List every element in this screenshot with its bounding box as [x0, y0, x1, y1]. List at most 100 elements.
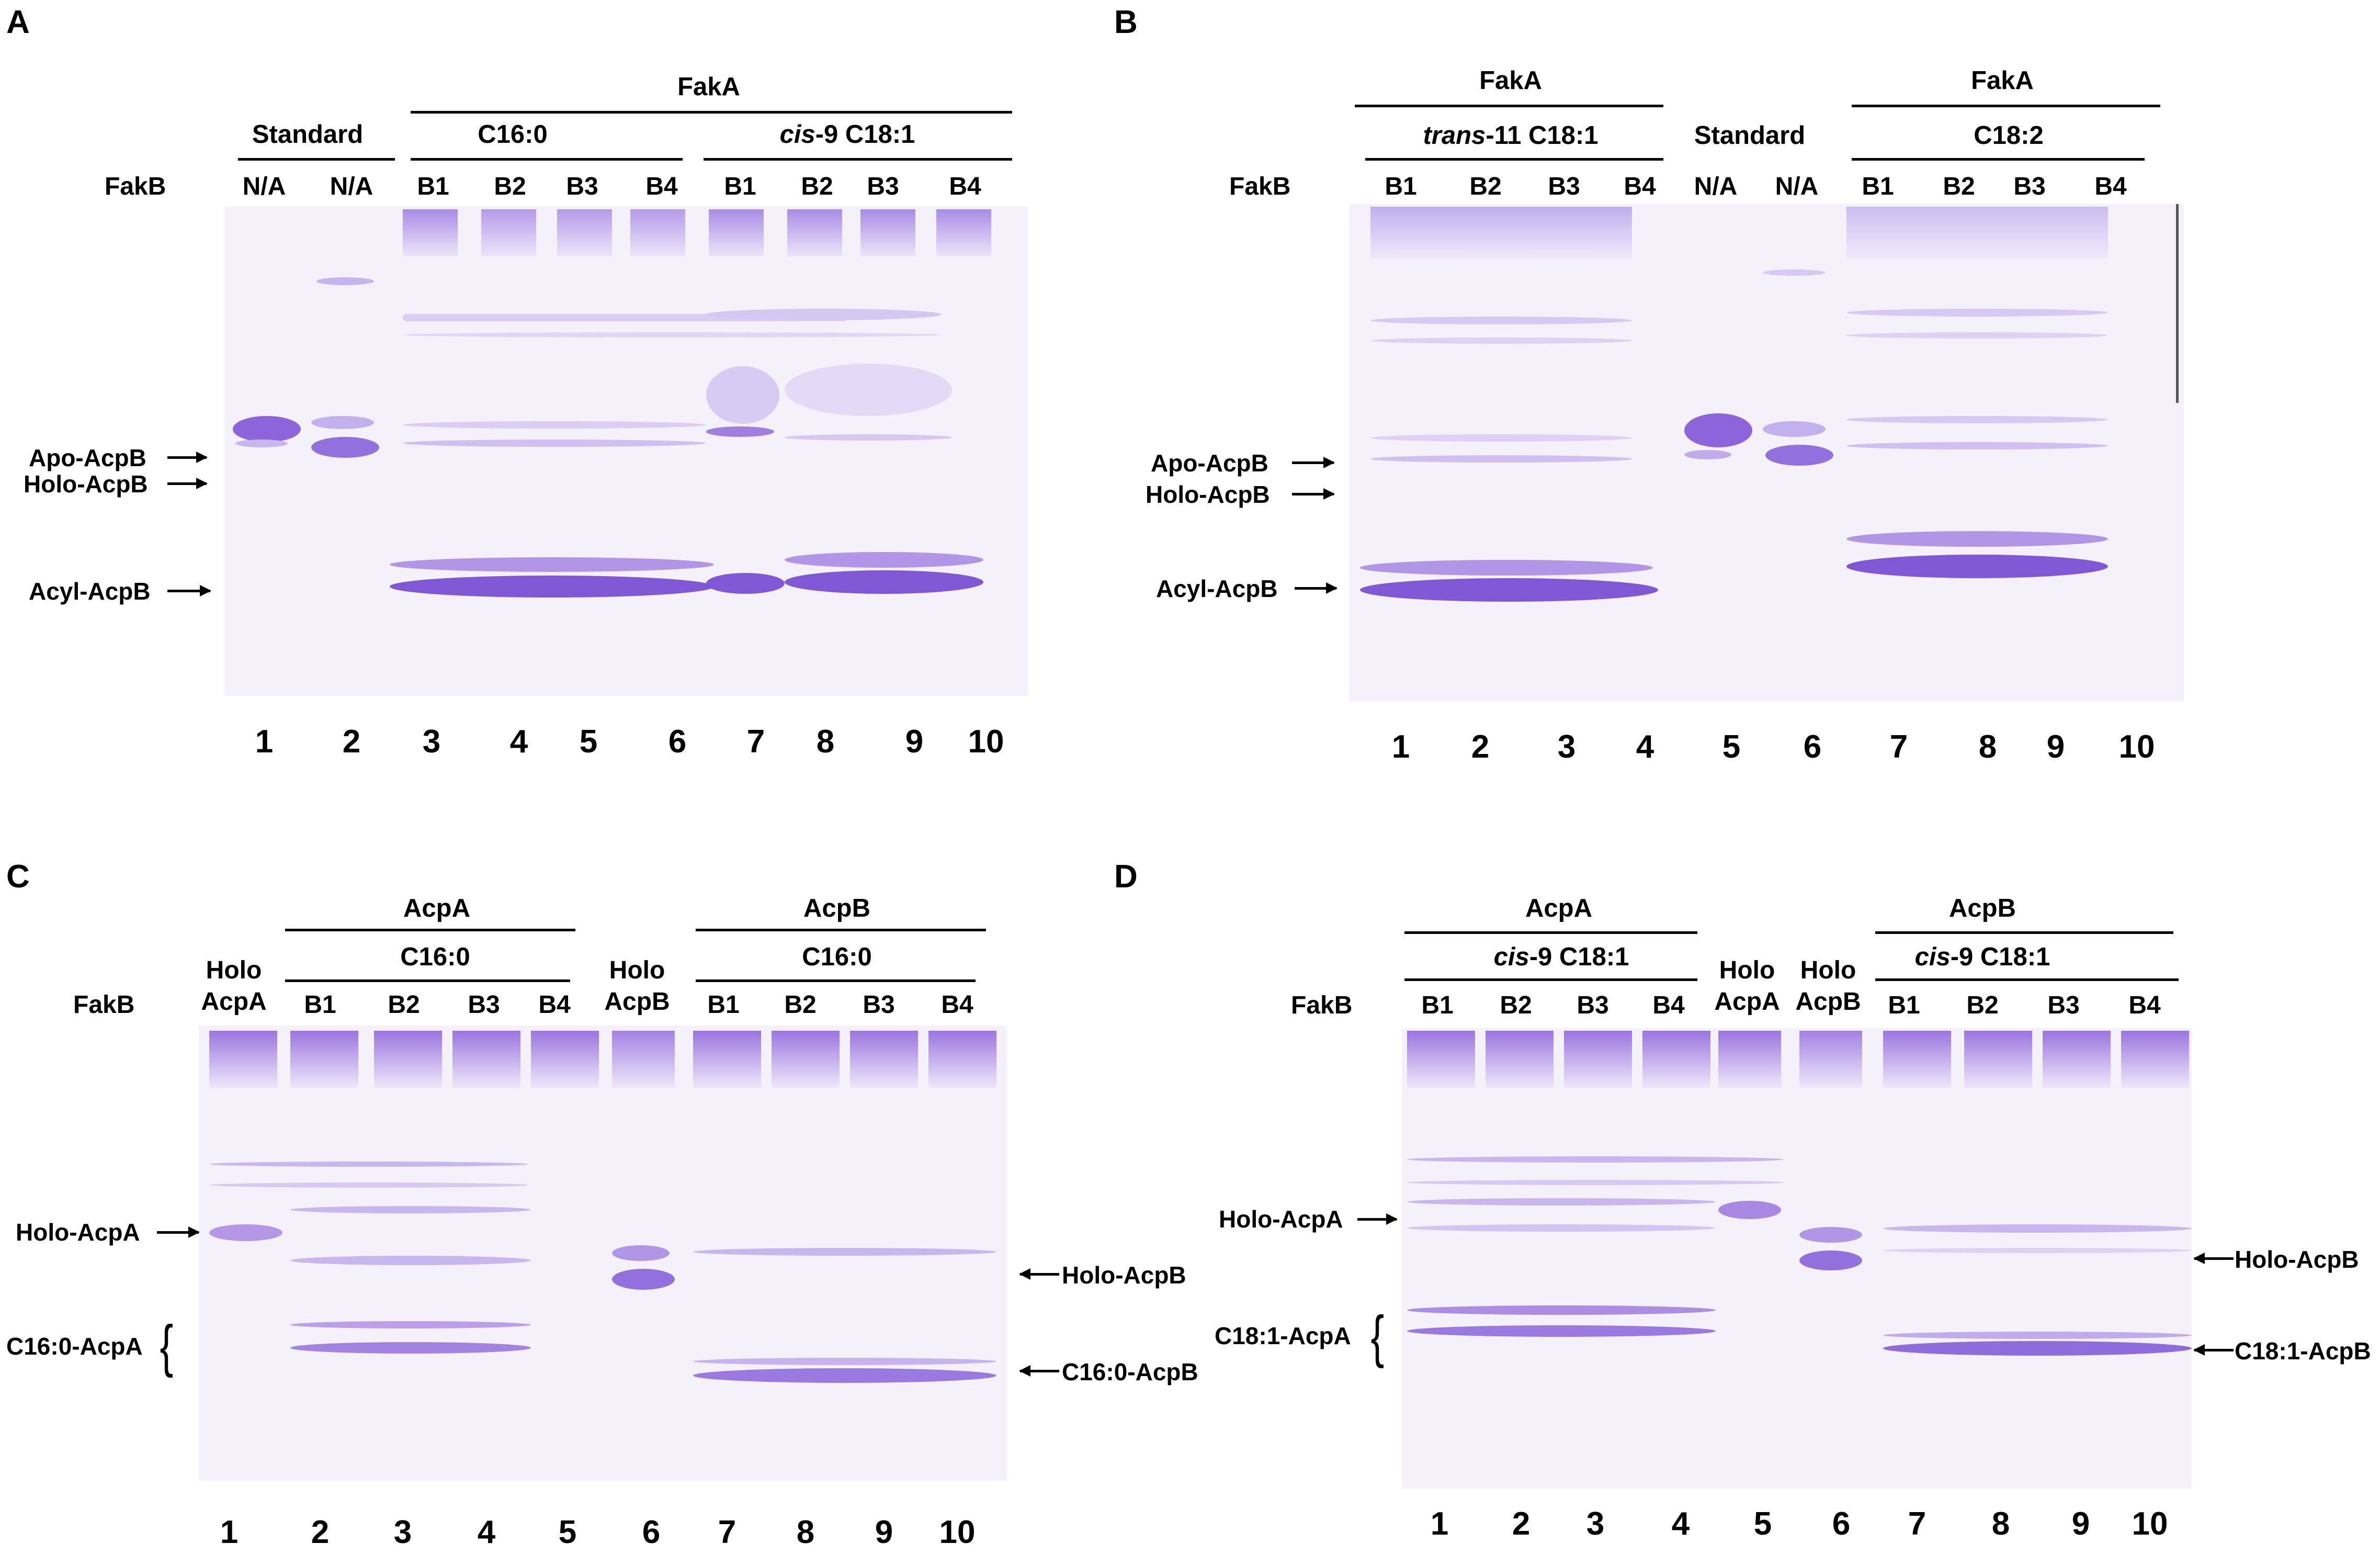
lane-header: N/A	[1694, 173, 1738, 200]
panel-a-c16-bracket	[411, 158, 683, 161]
panel-d-band-c18-acpb: C18:1-AcpB	[2235, 1337, 2371, 1365]
lane-header: B1	[1385, 173, 1417, 200]
lane-number: 6	[1832, 1506, 1851, 1542]
lane-header: N/A	[1775, 173, 1819, 200]
lane-number: 5	[579, 724, 598, 760]
lane-number: 3	[1586, 1506, 1605, 1542]
panel-c-band-c16-acpa: C16:0-AcpA	[6, 1333, 143, 1360]
panel-d-group-acpb: AcpB	[1949, 894, 2016, 922]
lane-header: B2	[1500, 991, 1532, 1019]
arrow-right-icon	[167, 585, 211, 596]
lane-number: 7	[718, 1514, 736, 1550]
panel-letter-c: C	[6, 859, 30, 895]
lane-number: 8	[796, 1514, 815, 1550]
panel-d-holo-acpa-label: Holo AcpA	[1714, 956, 1780, 1016]
panel-d-band-holo-acpa: Holo-AcpA	[1219, 1205, 1343, 1233]
panel-a-band-acyl: Acyl-AcpB	[29, 578, 151, 605]
lane-number: 9	[875, 1514, 893, 1550]
panel-letter-d: D	[1114, 859, 1138, 895]
panel-c-band-c16-acpb: C16:0-AcpB	[1062, 1358, 1198, 1385]
panel-c-group-acpb: AcpB	[803, 894, 870, 922]
panel-c-row-label: FakB	[73, 991, 135, 1019]
lane-header: B1	[1888, 991, 1920, 1019]
lane-header: B3	[2047, 991, 2080, 1019]
arrow-right-icon	[167, 452, 208, 463]
panel-c-acpb-bracket	[696, 929, 986, 931]
lane-number: 1	[255, 724, 274, 760]
lane-header: B2	[494, 173, 526, 200]
lane-number: 9	[2046, 729, 2065, 765]
lane-number: 2	[1471, 729, 1490, 765]
lane-number: 1	[220, 1514, 239, 1550]
panel-b-fakA-left-bracket	[1355, 105, 1663, 107]
panel-d-gel	[1402, 1028, 2192, 1489]
lane-header: B3	[1548, 173, 1580, 200]
lane-number: 5	[558, 1514, 577, 1550]
panel-a-standard-bracket	[238, 158, 395, 161]
panel-b-group-fakA-right: FakA	[1971, 66, 2034, 95]
panel-a-group-fakA: FakA	[677, 73, 740, 101]
lane-number: 7	[1889, 729, 1908, 765]
lane-number: 3	[393, 1514, 412, 1550]
panel-b-group-trans: trans-11 C18:1	[1423, 121, 1599, 150]
arrow-right-icon	[157, 1226, 200, 1238]
lane-number: 2	[311, 1514, 330, 1550]
panel-d-band-c18-acpa: C18:1-AcpA	[1215, 1322, 1351, 1349]
lane-header: B4	[949, 173, 981, 200]
panel-c-band-holo-acpb: Holo-AcpB	[1062, 1261, 1186, 1289]
panel-c-gel	[199, 1026, 1007, 1481]
panel-c-holo-acpa-label: Holo AcpA	[201, 956, 267, 1016]
lane-header: B3	[1577, 991, 1609, 1019]
panel-a-band-holo: Holo-AcpB	[24, 470, 148, 498]
lane-number: 8	[816, 724, 835, 760]
lane-number: 10	[939, 1514, 976, 1550]
panel-d-holo-acpb-label: Holo AcpB	[1795, 956, 1861, 1016]
panel-a-group-standard: Standard	[252, 120, 364, 149]
lane-header: B2	[784, 991, 817, 1019]
panel-a-row-label: FakB	[105, 173, 166, 200]
lane-number: 9	[2071, 1506, 2090, 1542]
lane-number: 4	[509, 724, 528, 760]
panel-a-gel	[225, 207, 1028, 696]
lane-number: 10	[968, 724, 1004, 760]
arrow-left-icon	[1019, 1365, 1059, 1377]
lane-number: 8	[1991, 1506, 2010, 1542]
panel-b-group-fakA-left: FakA	[1479, 66, 1542, 95]
panel-d-row-label: FakB	[1291, 991, 1353, 1019]
lane-number: 3	[1557, 729, 1576, 765]
lane-header: N/A	[330, 173, 373, 200]
panel-c-c16-left-bracket	[285, 979, 570, 982]
arrow-right-icon	[1292, 488, 1335, 500]
lane-header: B4	[538, 991, 571, 1019]
lane-number: 2	[1512, 1506, 1531, 1542]
lane-header: B3	[2013, 173, 2046, 200]
lane-header: B4	[1652, 991, 1685, 1019]
panel-c-band-holo-acpa: Holo-AcpA	[16, 1219, 140, 1246]
arrow-left-icon	[2193, 1253, 2234, 1264]
lane-header: B2	[1943, 173, 1975, 200]
panel-letter-a: A	[6, 4, 30, 40]
lane-number: 1	[1391, 729, 1410, 765]
arrow-left-icon	[2193, 1344, 2234, 1356]
lane-header: B4	[2128, 991, 2161, 1019]
lane-header: B1	[304, 991, 336, 1019]
lane-number: 4	[1671, 1506, 1690, 1542]
panel-c-holo-acpb-label: Holo AcpB	[604, 956, 670, 1016]
lane-header: B3	[566, 173, 598, 200]
lane-number: 5	[1722, 729, 1741, 765]
lane-header: B4	[941, 991, 973, 1019]
lane-number: 9	[905, 724, 924, 760]
lane-number: 10	[2118, 729, 2155, 765]
lane-header: B1	[724, 173, 756, 200]
panel-c-group-c16-right: C16:0	[802, 943, 872, 971]
lane-header: B4	[1624, 173, 1656, 200]
panel-d-acpa-bracket	[1404, 931, 1697, 934]
lane-header: B3	[468, 991, 500, 1019]
arrow-right-icon	[1357, 1213, 1398, 1225]
panel-a-cis-bracket	[704, 158, 1012, 161]
panel-d-band-holo-acpb: Holo-AcpB	[2235, 1246, 2359, 1273]
lane-number: 1	[1430, 1506, 1449, 1542]
lane-number: 7	[746, 724, 765, 760]
lane-header: B1	[1862, 173, 1894, 200]
lane-header: B2	[801, 173, 833, 200]
